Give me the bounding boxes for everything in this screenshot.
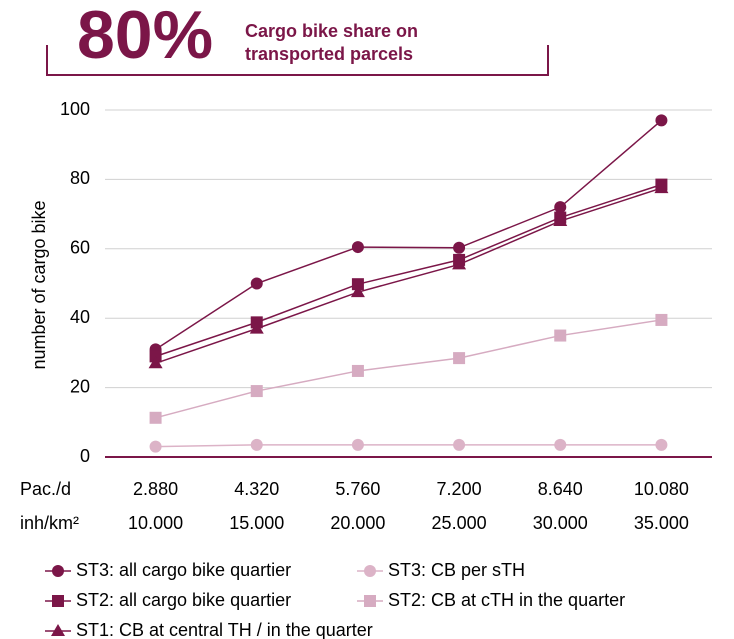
point [351, 278, 364, 291]
y-tick-label: 80 [70, 168, 90, 188]
subtitle: Cargo bike share on [245, 21, 418, 41]
point [554, 201, 567, 214]
x-tick-label: 30.000 [533, 513, 588, 533]
y-tick-label: 40 [70, 307, 90, 327]
x-tick-label: 15.000 [229, 513, 284, 533]
point [249, 321, 264, 334]
point [250, 277, 263, 290]
y-tick-label: 0 [80, 446, 90, 466]
series-line [155, 119, 662, 351]
x-tick-label: 35.000 [634, 513, 689, 533]
y-tick-label: 60 [70, 238, 90, 258]
x-tick-label: 20.000 [330, 513, 385, 533]
series-line [155, 183, 662, 358]
point [655, 114, 668, 127]
legend-label: ST3: all cargo bike quartier [76, 560, 291, 580]
legend-marker [364, 595, 376, 607]
legend-marker [364, 565, 376, 577]
headline: 80% [77, 0, 213, 73]
point [250, 385, 263, 398]
x-tick-label: 2.880 [133, 479, 178, 499]
series-line [155, 444, 662, 448]
legend-label: ST1: CB at central TH / in the quarter [76, 620, 373, 639]
y-axis-label: number of cargo bike [29, 200, 49, 369]
point [453, 241, 466, 254]
y-tick-label: 100 [60, 99, 90, 119]
x-row-label: inh/km² [20, 513, 79, 533]
point [554, 438, 567, 451]
series-line [155, 187, 662, 365]
point [351, 438, 364, 451]
legend-marker [51, 624, 65, 636]
point [453, 438, 466, 451]
x-tick-label: 10.080 [634, 479, 689, 499]
point [350, 285, 365, 298]
x-tick-label: 8.640 [538, 479, 583, 499]
point [554, 329, 567, 342]
legend-label: ST3: CB per sTH [388, 560, 525, 580]
x-tick-label: 25.000 [432, 513, 487, 533]
y-tick-label: 20 [70, 376, 90, 396]
series-line [155, 319, 662, 419]
point [250, 438, 263, 451]
point [149, 440, 162, 453]
point [351, 241, 364, 254]
point [655, 313, 668, 326]
subtitle: transported parcels [245, 44, 413, 64]
x-tick-label: 10.000 [128, 513, 183, 533]
point [149, 411, 162, 424]
header-bracket [46, 45, 549, 76]
legend-label: ST2: all cargo bike quartier [76, 590, 291, 610]
point [148, 356, 163, 369]
point [654, 181, 669, 194]
legend-label: ST2: CB at cTH in the quarter [388, 590, 625, 610]
legend-marker [52, 595, 64, 607]
x-tick-label: 5.760 [335, 479, 380, 499]
x-row-label: Pac./d [20, 479, 71, 499]
point [553, 214, 568, 227]
x-tick-label: 7.200 [437, 479, 482, 499]
point [453, 352, 466, 365]
point [655, 438, 668, 451]
point [452, 257, 467, 270]
point [351, 364, 364, 377]
x-tick-label: 4.320 [234, 479, 279, 499]
legend-marker [52, 565, 64, 577]
